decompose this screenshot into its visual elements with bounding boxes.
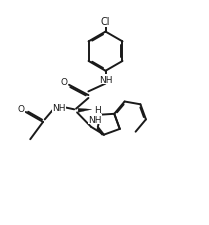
Text: Cl: Cl: [101, 17, 110, 27]
Text: NH: NH: [99, 76, 112, 85]
Text: NH: NH: [88, 115, 102, 124]
Text: O: O: [18, 105, 25, 113]
Text: H: H: [94, 105, 101, 114]
Text: O: O: [61, 77, 68, 86]
Text: NH: NH: [52, 104, 65, 112]
Polygon shape: [78, 109, 92, 113]
